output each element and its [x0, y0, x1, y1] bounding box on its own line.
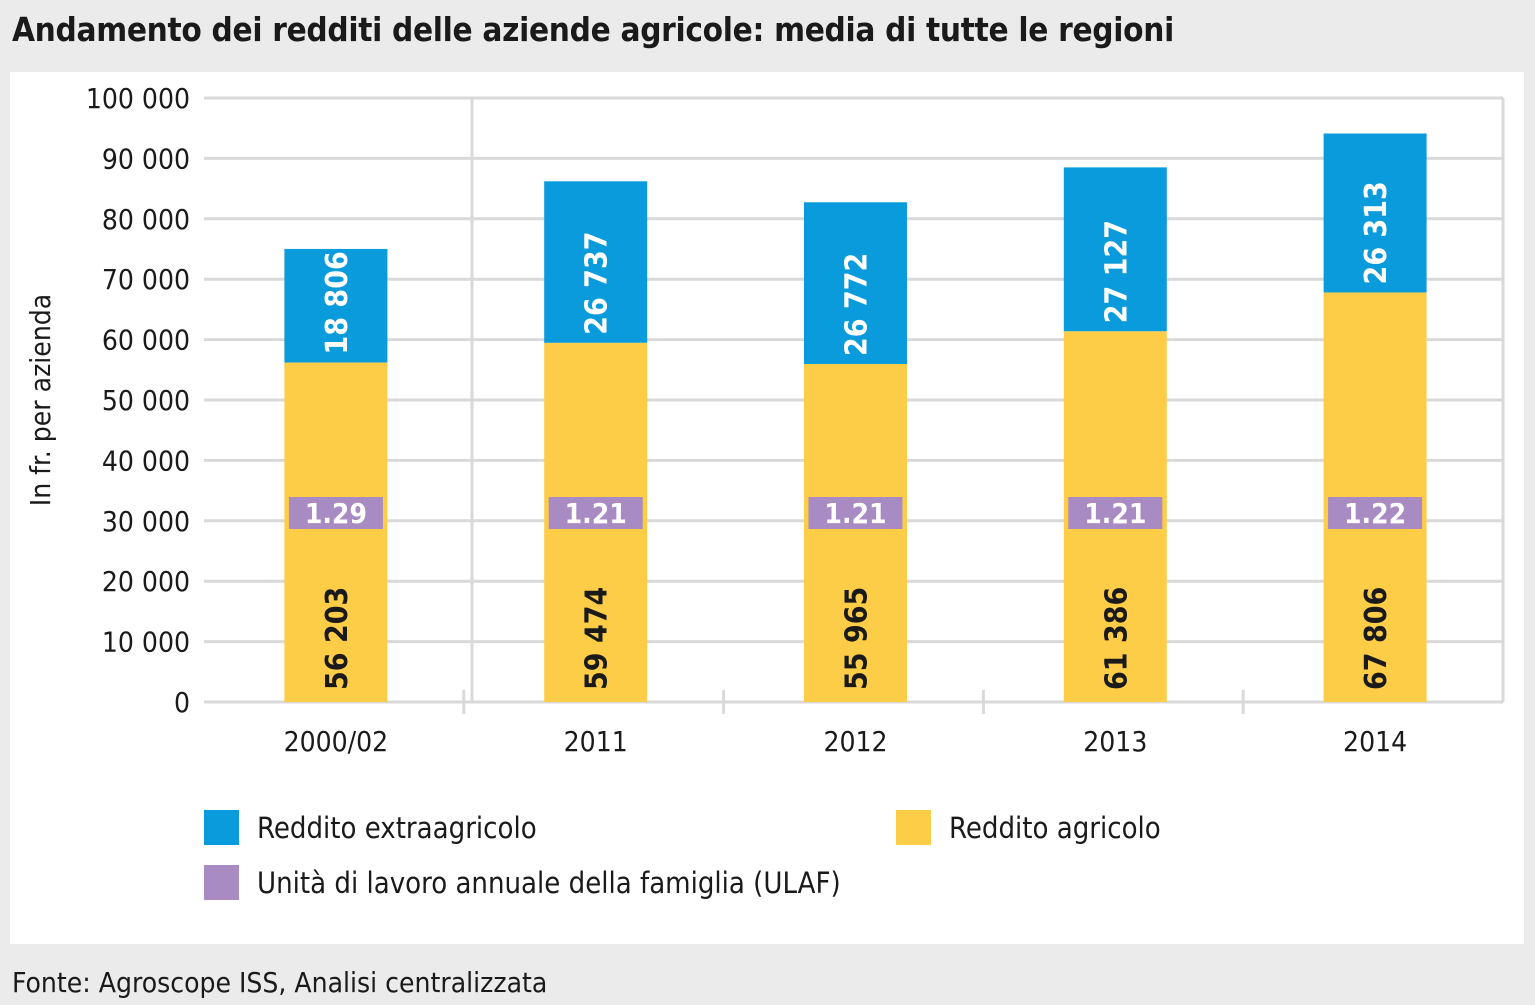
x-tick-label: 2013	[1083, 725, 1147, 758]
y-tick-label: 60 000	[102, 324, 190, 357]
ulaf-badge	[1328, 497, 1423, 529]
y-tick-label: 90 000	[102, 142, 190, 175]
y-tick-label: 20 000	[102, 565, 190, 598]
y-axis-label: In fr. per azienda	[24, 294, 57, 506]
legend-item-agricolo: Reddito agricolo	[896, 810, 1161, 845]
bar-reddito-extraagricolo	[284, 248, 388, 363]
y-tick-label: 70 000	[102, 263, 190, 296]
legend-label-ulaf: Unità di lavoro annuale della famiglia (…	[257, 865, 841, 900]
y-tick-label: 40 000	[102, 444, 190, 477]
chart-title: Andamento dei redditi delle aziende agri…	[12, 10, 1174, 49]
data-label-agricolo: 55 965	[840, 587, 875, 690]
y-tick-label: 100 000	[86, 82, 190, 115]
x-tick-label: 2000/02	[284, 725, 389, 758]
data-label-ulaf: 1.22	[1344, 497, 1406, 530]
y-tick-label: 0	[174, 686, 190, 719]
legend-swatch-agricolo	[896, 810, 931, 845]
data-label-ulaf: 1.21	[565, 497, 627, 530]
legend-swatch-ulaf	[204, 865, 239, 900]
data-label-extraagricolo: 27 127	[1099, 220, 1134, 323]
data-label-ulaf: 1.21	[1084, 497, 1146, 530]
legend-item-extraagricolo: Reddito extraagricolo	[204, 810, 537, 845]
source-note: Fonte: Agroscope ISS, Analisi centralizz…	[12, 966, 548, 999]
data-label-agricolo: 67 806	[1359, 587, 1394, 690]
y-tick-label: 50 000	[102, 384, 190, 417]
data-label-ulaf: 1.29	[305, 497, 367, 530]
x-tick-label: 2012	[823, 725, 887, 758]
ulaf-badge	[808, 497, 903, 529]
bar-reddito-extraagricolo	[544, 181, 648, 343]
ulaf-badge	[1068, 497, 1163, 529]
y-tick-label: 80 000	[102, 203, 190, 236]
data-label-agricolo: 59 474	[580, 587, 615, 690]
y-tick-label: 30 000	[102, 505, 190, 538]
ulaf-badge	[288, 497, 383, 529]
bar-reddito-extraagricolo	[1323, 133, 1427, 293]
data-label-agricolo: 56 203	[320, 587, 355, 690]
data-label-extraagricolo: 18 806	[320, 251, 355, 354]
x-tick-label: 2011	[564, 725, 628, 758]
bar-reddito-agricolo	[804, 363, 907, 702]
legend-label-agricolo: Reddito agricolo	[949, 810, 1161, 845]
data-label-extraagricolo: 26 772	[840, 253, 875, 356]
x-tick-label: 2014	[1343, 725, 1407, 758]
bar-reddito-extraagricolo	[804, 202, 907, 364]
data-label-extraagricolo: 26 737	[580, 231, 615, 334]
ulaf-badge	[548, 497, 643, 529]
legend-label-extraagricolo: Reddito extraagricolo	[257, 810, 537, 845]
bar-reddito-extraagricolo	[1063, 167, 1167, 332]
bar-reddito-agricolo	[284, 362, 388, 702]
y-tick-label: 10 000	[102, 626, 190, 659]
legend-swatch-extraagricolo	[204, 810, 239, 845]
data-label-ulaf: 1.21	[824, 497, 886, 530]
legend-item-ulaf: Unità di lavoro annuale della famiglia (…	[204, 865, 841, 900]
data-label-extraagricolo: 26 313	[1359, 181, 1394, 284]
data-label-agricolo: 61 386	[1099, 587, 1134, 690]
